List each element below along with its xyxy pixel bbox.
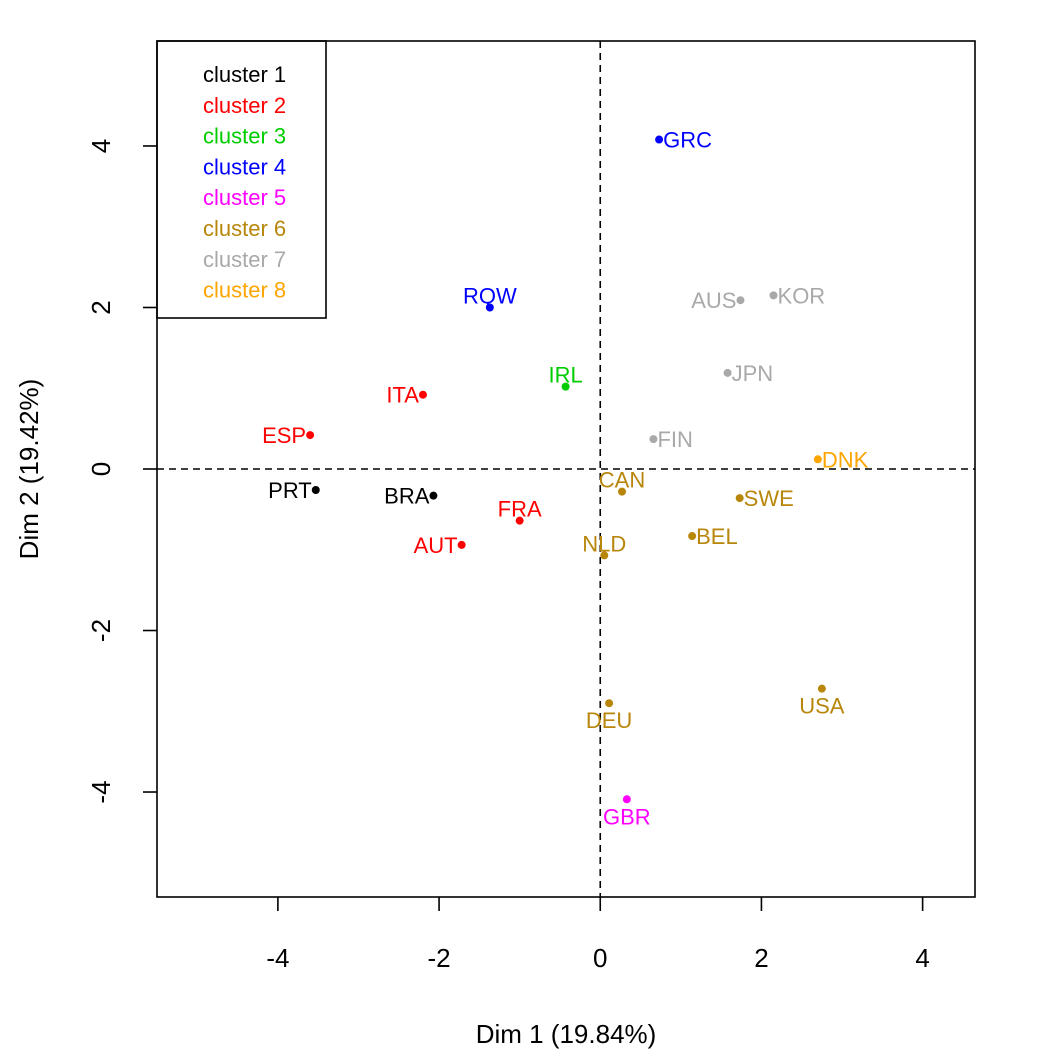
legend-entry-cluster-8: cluster 8 [203, 278, 286, 303]
point-label-deu: DEU [586, 708, 632, 733]
point-label-bra: BRA [384, 484, 430, 509]
point-label-nld: NLD [582, 531, 626, 556]
points-layer: GRC RQW IRL ITA ESP FRA AUT PRT BRA GBR CAN NLD SWEB… [262, 128, 869, 830]
point-label-usa: USA [799, 694, 845, 719]
point-fra [515, 516, 524, 525]
point-can [618, 487, 627, 496]
point-label-aut: AUT [414, 533, 458, 558]
point-prt [311, 485, 320, 494]
x-tick-label: 2 [754, 943, 768, 973]
point-label-irl: IRL [548, 363, 582, 388]
x-tick-label: -2 [428, 943, 451, 973]
point-label-kor: KOR [778, 283, 826, 308]
point-label-can: CAN [599, 468, 645, 493]
point-label-swe: SWE [744, 486, 794, 511]
point-label-jpn: JPN [732, 361, 774, 386]
legend-entry-cluster-7: cluster 7 [203, 247, 286, 272]
point-aus [736, 296, 745, 305]
point-bra [429, 491, 438, 500]
point-irl [561, 382, 570, 391]
point-deu [605, 699, 614, 708]
legend-entry-cluster-5: cluster 5 [203, 185, 286, 210]
y-tick-label: -2 [86, 619, 116, 642]
x-axis-label: Dim 1 (19.84%) [476, 1019, 657, 1049]
legend-entry-cluster-4: cluster 4 [203, 154, 286, 179]
point-label-ita: ITA [386, 383, 419, 408]
point-label-grc: GRC [663, 128, 712, 153]
point-label-bel: BEL [696, 524, 738, 549]
point-label-fra: FRA [498, 497, 542, 522]
point-dnk [813, 455, 822, 464]
point-label-esp: ESP [262, 423, 306, 448]
point-aut [457, 540, 466, 549]
point-kor [769, 291, 778, 300]
point-grc [655, 135, 664, 144]
point-ita [418, 390, 427, 399]
x-tick-label: 0 [593, 943, 607, 973]
plot-frame [156, 40, 976, 898]
legend-entry-cluster-1: cluster 1 [203, 62, 286, 87]
point-label-rqw: RQW [463, 283, 517, 308]
y-axis-label: Dim 2 (19.42%) [14, 379, 44, 560]
y-tick-label: 4 [86, 139, 116, 153]
point-nld [600, 551, 609, 560]
point-label-dnk: DNK [822, 447, 869, 472]
point-usa [817, 684, 826, 693]
point-label-prt: PRT [268, 478, 312, 503]
legend: cluster 1 cluster 2 cluster 3 cluster 4 clus… [156, 40, 327, 319]
point-label-gbr: GBR [603, 804, 651, 829]
point-fin [649, 435, 658, 444]
y-tick-label: 2 [86, 300, 116, 314]
legend-entry-cluster-6: cluster 6 [203, 216, 286, 241]
point-label-aus: AUS [691, 288, 736, 313]
point-rqw [485, 303, 494, 312]
x-tick-label: 4 [915, 943, 929, 973]
x-tick-label: -4 [266, 943, 289, 973]
point-gbr [622, 795, 631, 804]
legend-entry-cluster-2: cluster 2 [203, 93, 286, 118]
point-bel [688, 532, 697, 541]
point-jpn [723, 368, 732, 377]
y-tick-label: -4 [86, 780, 116, 803]
y-tick-label: 0 [86, 462, 116, 476]
axes-layer: -4 -2 0 2 4 -4 -2 0 2 4 [86, 139, 930, 973]
legend-box [156, 40, 327, 319]
reference-lines [157, 41, 975, 897]
point-swe [735, 494, 744, 503]
point-esp [306, 431, 315, 440]
point-label-fin: FIN [657, 427, 692, 452]
legend-entry-cluster-3: cluster 3 [203, 124, 286, 149]
